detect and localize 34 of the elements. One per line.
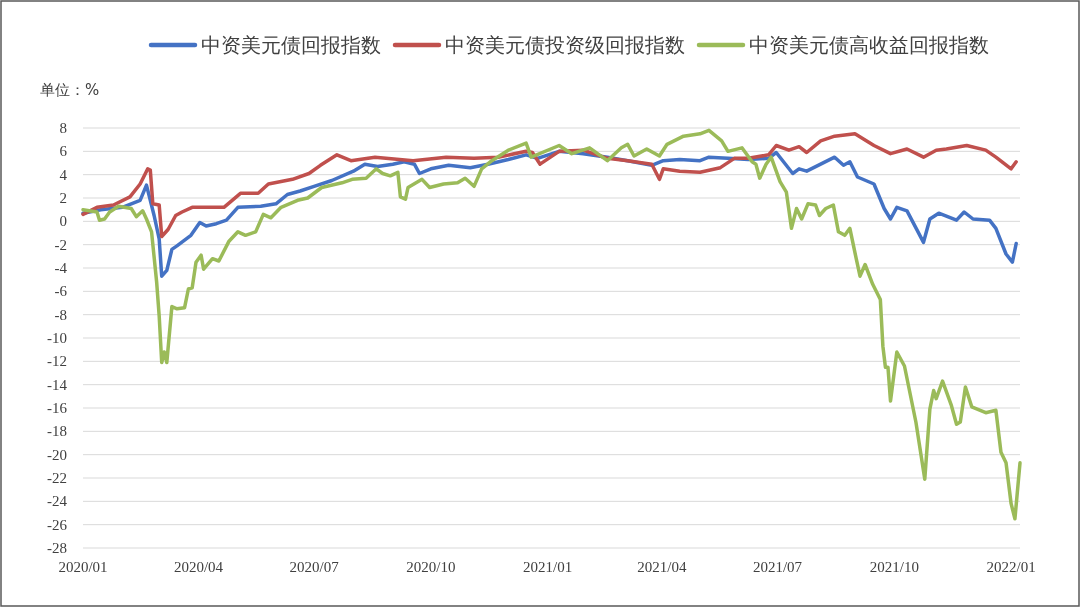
y-tick-label: -14 bbox=[47, 376, 68, 393]
x-tick-label: 2021/07 bbox=[752, 559, 803, 575]
y-tick-label: 2 bbox=[59, 190, 67, 206]
y-tick-label: 6 bbox=[59, 143, 68, 160]
y-tick-label: -20 bbox=[47, 446, 67, 463]
y-tick-label: -16 bbox=[47, 400, 68, 416]
x-tick-label: 2020/01 bbox=[58, 559, 108, 575]
x-tick-label: 2020/10 bbox=[406, 559, 456, 575]
line-series bbox=[81, 132, 1018, 239]
y-tick-label: 0 bbox=[59, 213, 67, 230]
x-tick-label: 2020/07 bbox=[289, 559, 340, 575]
y-tick-label: -24 bbox=[47, 493, 68, 510]
y-tick-label: -4 bbox=[54, 260, 68, 276]
y-tick-label: -12 bbox=[47, 353, 67, 370]
x-tick-label: 2021/01 bbox=[523, 559, 573, 575]
x-tick-label: 2021/10 bbox=[869, 559, 919, 575]
x-tick-label: 2022/01 bbox=[986, 559, 1036, 575]
y-tick-label: -6 bbox=[54, 283, 68, 300]
y-tick-label: -8 bbox=[54, 306, 67, 323]
legend-label: 中资美元债高收益回报指数 bbox=[749, 33, 989, 57]
y-tick-label: -22 bbox=[47, 470, 67, 486]
y-tick-label: 8 bbox=[59, 120, 67, 136]
y-tick-label: -28 bbox=[47, 540, 67, 556]
y-tick-label: -18 bbox=[47, 423, 67, 440]
line-series bbox=[81, 128, 1022, 521]
y-tick-label: 4 bbox=[59, 166, 68, 183]
x-tick-label: 2021/04 bbox=[637, 559, 688, 575]
y-tick-label: -26 bbox=[47, 516, 68, 533]
legend-label: 中资美元债回报指数 bbox=[201, 33, 381, 57]
x-tick-label: 2020/04 bbox=[173, 559, 224, 575]
legend-label: 中资美元债投资级回报指数 bbox=[445, 33, 685, 57]
y-axis-title: 单位：% bbox=[40, 81, 100, 99]
y-tick-label: -2 bbox=[54, 236, 67, 253]
y-tick-label: -10 bbox=[47, 330, 67, 346]
